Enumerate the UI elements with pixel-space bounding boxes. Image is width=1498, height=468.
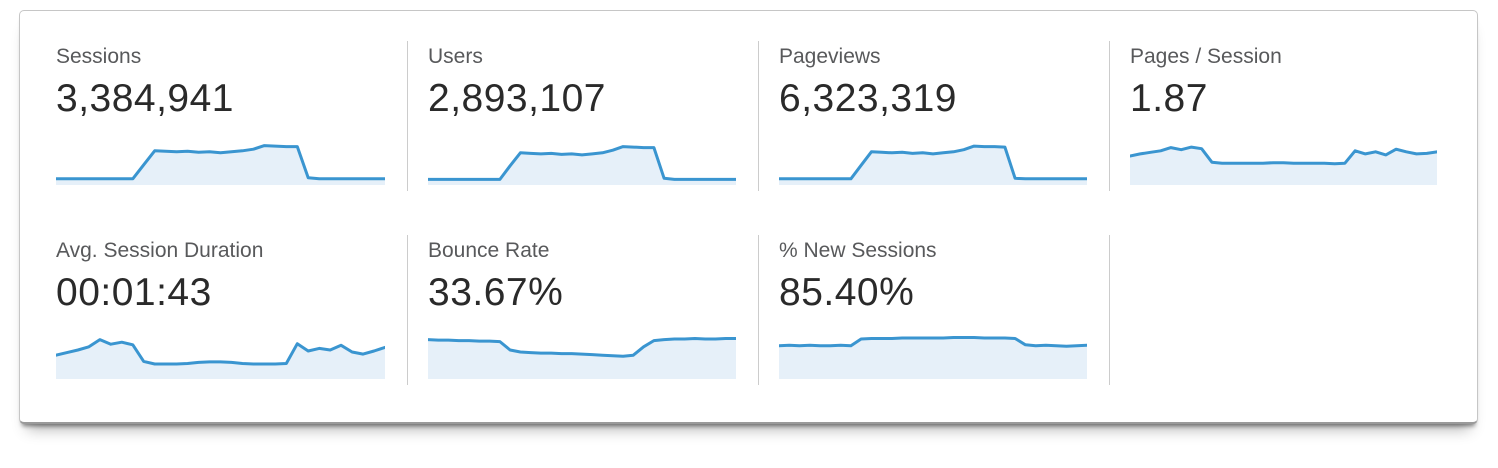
metrics-grid: Sessions 3,384,941 Users 2,893,107 Pagev… xyxy=(56,41,1459,385)
metric-card-percent-new-sessions[interactable]: % New Sessions 85.40% xyxy=(758,235,1109,385)
metric-label: Sessions xyxy=(56,45,142,68)
pages-per-session-sparkline xyxy=(1130,129,1437,185)
metric-label: % New Sessions xyxy=(779,239,937,262)
metric-card-empty-slot xyxy=(1109,235,1459,385)
metric-value: 2,893,107 xyxy=(428,77,607,120)
metric-card-avg-session-duration[interactable]: Avg. Session Duration 00:01:43 xyxy=(56,235,407,385)
metric-label: Bounce Rate xyxy=(428,239,550,262)
users-sparkline xyxy=(428,129,736,185)
metrics-panel: Sessions 3,384,941 Users 2,893,107 Pagev… xyxy=(19,10,1478,424)
metric-card-sessions[interactable]: Sessions 3,384,941 xyxy=(56,41,407,191)
metric-value: 00:01:43 xyxy=(56,271,212,314)
metric-value: 6,323,319 xyxy=(779,77,958,120)
metric-value: 85.40% xyxy=(779,271,915,314)
metric-value: 33.67% xyxy=(428,271,564,314)
bounce-rate-sparkline xyxy=(428,323,736,379)
metric-card-bounce-rate[interactable]: Bounce Rate 33.67% xyxy=(407,235,758,385)
pageviews-sparkline xyxy=(779,129,1087,185)
sessions-sparkline xyxy=(56,129,385,185)
metric-label: Pageviews xyxy=(779,45,881,68)
metric-card-users[interactable]: Users 2,893,107 xyxy=(407,41,758,191)
avg-session-duration-sparkline xyxy=(56,323,385,379)
metric-label: Users xyxy=(428,45,483,68)
percent-new-sessions-sparkline xyxy=(779,323,1087,379)
metric-label: Pages / Session xyxy=(1130,45,1282,68)
metric-value: 3,384,941 xyxy=(56,77,235,120)
metric-card-pages-per-session[interactable]: Pages / Session 1.87 xyxy=(1109,41,1459,191)
metric-card-pageviews[interactable]: Pageviews 6,323,319 xyxy=(758,41,1109,191)
metric-label: Avg. Session Duration xyxy=(56,239,264,262)
metric-value: 1.87 xyxy=(1130,77,1208,120)
